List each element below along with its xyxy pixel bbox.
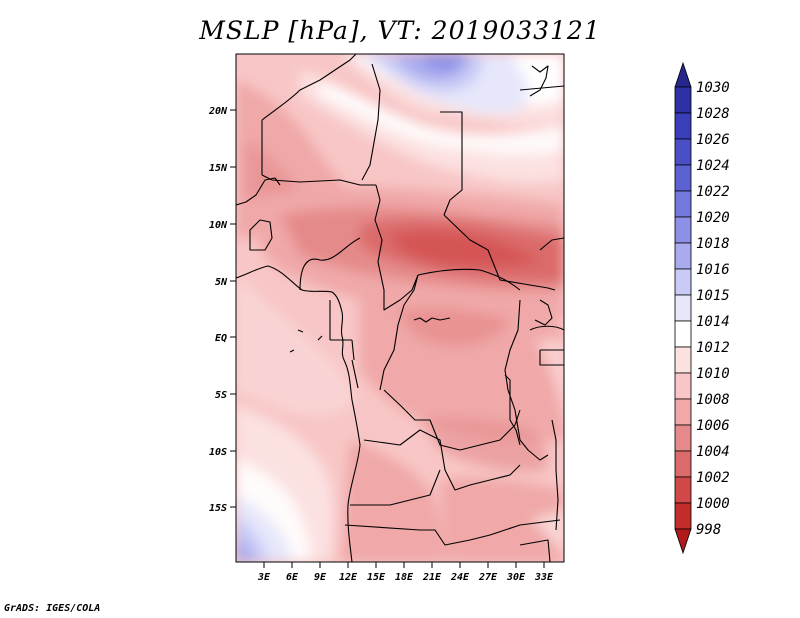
colorbar-swatch <box>674 294 692 322</box>
colorbar-swatch <box>674 320 692 348</box>
lon-tick-label: 18E <box>395 572 414 583</box>
lon-tick-label: 24E <box>450 572 470 583</box>
colorbar-swatch <box>674 61 692 88</box>
lon-tick-label: 21E <box>422 572 442 583</box>
colorbar-swatch <box>674 138 692 166</box>
latitude-axis: 20N 15N 10N 5N EQ 5S 10S 15S <box>208 106 236 514</box>
lon-tick-label: 12E <box>339 572 358 583</box>
map-title: MSLP [hPa], VT: 2019033121 <box>199 16 601 45</box>
lon-tick-label: 30E <box>506 572 526 583</box>
lon-tick-label: 15E <box>367 572 386 583</box>
colorbar-swatch <box>674 528 692 555</box>
colorbar-swatch <box>674 398 692 426</box>
colorbar-level-label: 998 <box>696 522 721 538</box>
colorbar-level-label: 1014 <box>696 314 730 330</box>
colorbar-level-label: 1016 <box>696 262 730 278</box>
grads-credit: GrADS: IGES/COLA <box>4 603 101 614</box>
lat-tick-label: 5N <box>215 277 228 288</box>
lon-tick-label: 27E <box>478 572 498 583</box>
colorbar-swatch <box>674 86 692 114</box>
colorbar-swatch <box>674 450 692 478</box>
colorbar-swatch <box>674 424 692 452</box>
colorbar-swatch <box>674 476 692 504</box>
lon-tick-label: 3E <box>257 572 271 583</box>
colorbar: 1030 1028 1026 1024 1022 1020 1018 1016 1015 1014… <box>674 61 730 555</box>
colorbar-swatch <box>674 242 692 270</box>
colorbar-level-label: 1010 <box>696 366 730 382</box>
colorbar-level-label: 1004 <box>696 444 730 460</box>
lat-tick-label: 10S <box>209 447 227 458</box>
lon-tick-label: 33E <box>534 572 554 583</box>
lon-tick-label: 9E <box>314 572 327 583</box>
colorbar-level-label: 1030 <box>696 80 730 96</box>
colorbar-swatch <box>674 372 692 400</box>
colorbar-level-label: 1024 <box>696 158 730 174</box>
colorbar-level-label: 1015 <box>696 288 730 304</box>
colorbar-swatch <box>674 268 692 296</box>
colorbar-level-label: 1018 <box>696 236 730 252</box>
colorbar-level-label: 1026 <box>696 132 730 148</box>
colorbar-swatch <box>674 502 692 530</box>
lat-tick-label: 15N <box>209 163 228 174</box>
colorbar-swatch <box>674 216 692 244</box>
colorbar-swatch <box>674 190 692 218</box>
lat-tick-label: EQ <box>215 333 227 344</box>
map-frame <box>235 53 565 563</box>
colorbar-level-label: 1006 <box>696 418 730 434</box>
colorbar-level-label: 1008 <box>696 392 730 408</box>
colorbar-swatch <box>674 112 692 140</box>
colorbar-level-label: 1020 <box>696 210 730 226</box>
colorbar-swatch <box>674 346 692 374</box>
lat-tick-label: 5S <box>215 390 227 401</box>
lat-tick-label: 20N <box>208 106 228 117</box>
colorbar-level-label: 1002 <box>696 470 730 486</box>
colorbar-level-label: 1000 <box>696 496 730 512</box>
colorbar-level-label: 1022 <box>696 184 730 200</box>
coastlines-and-borders <box>236 54 564 562</box>
longitude-axis: 3E 6E 9E 12E 15E 18E 21E 24E 27E 30E 33E <box>257 562 554 583</box>
lat-tick-label: 10N <box>209 220 228 231</box>
pressure-field <box>236 54 564 562</box>
colorbar-level-label: 1012 <box>696 340 730 356</box>
colorbar-level-label: 1028 <box>696 106 730 122</box>
colorbar-swatch <box>674 164 692 192</box>
lon-tick-label: 6E <box>286 572 299 583</box>
lat-tick-label: 15S <box>209 503 227 514</box>
